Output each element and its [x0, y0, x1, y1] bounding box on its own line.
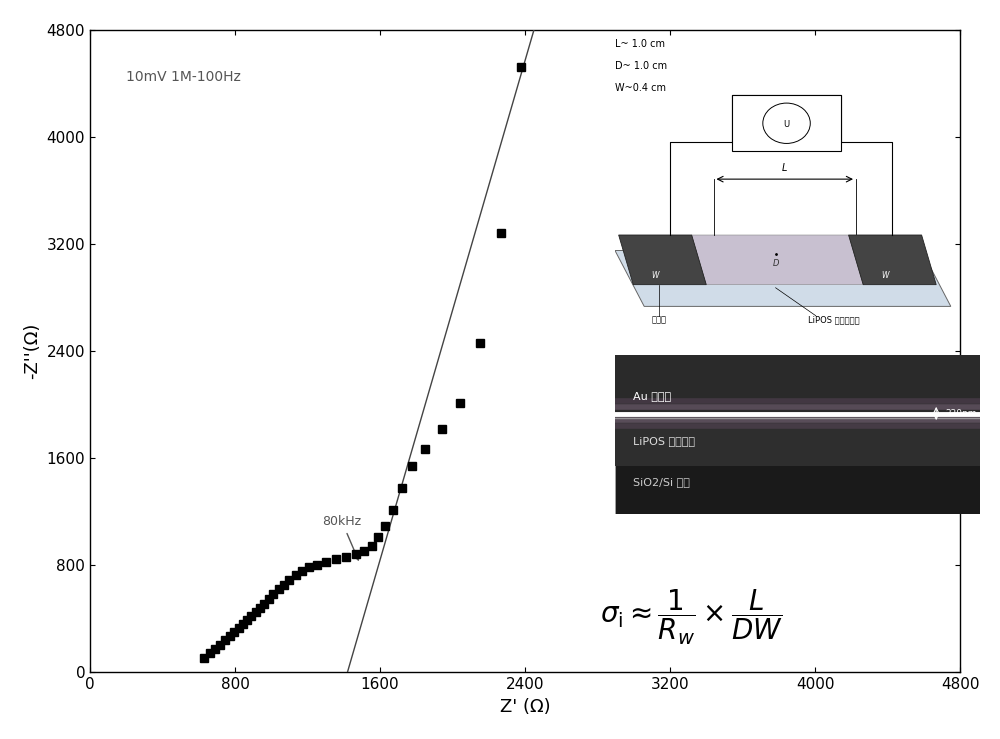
Text: D~ 1.0 cm: D~ 1.0 cm — [615, 61, 667, 71]
FancyBboxPatch shape — [615, 355, 980, 514]
Text: 10mV 1M-100Hz: 10mV 1M-100Hz — [126, 69, 241, 84]
Polygon shape — [619, 235, 706, 285]
Text: 金电极: 金电极 — [651, 315, 666, 324]
Polygon shape — [692, 235, 863, 285]
Y-axis label: -Z''(Ω): -Z''(Ω) — [23, 323, 41, 379]
FancyBboxPatch shape — [615, 355, 980, 412]
Polygon shape — [615, 251, 951, 307]
Text: W~0.4 cm: W~0.4 cm — [615, 83, 666, 93]
Text: L: L — [782, 163, 787, 174]
Text: L~ 1.0 cm: L~ 1.0 cm — [615, 39, 665, 50]
Text: LiPOS 电解质薄膜: LiPOS 电解质薄膜 — [808, 315, 860, 324]
Text: SiO2/Si 基片: SiO2/Si 基片 — [633, 477, 690, 487]
Text: W: W — [652, 271, 659, 281]
Polygon shape — [849, 235, 936, 285]
Text: W: W — [881, 271, 889, 281]
Text: $\sigma_{\rm i} \approx \dfrac{1}{R_w} \times \dfrac{L}{DW}$: $\sigma_{\rm i} \approx \dfrac{1}{R_w} \… — [600, 588, 783, 647]
Text: D: D — [772, 259, 779, 268]
Text: LiPOS 电解质层: LiPOS 电解质层 — [633, 435, 695, 446]
Text: Au 电极层: Au 电极层 — [633, 391, 671, 401]
Text: 80kHz: 80kHz — [322, 515, 362, 560]
Text: 220nm: 220nm — [945, 409, 977, 418]
FancyBboxPatch shape — [732, 95, 841, 151]
Text: U: U — [783, 120, 790, 129]
X-axis label: Z' (Ω): Z' (Ω) — [500, 698, 550, 716]
FancyBboxPatch shape — [615, 412, 980, 466]
